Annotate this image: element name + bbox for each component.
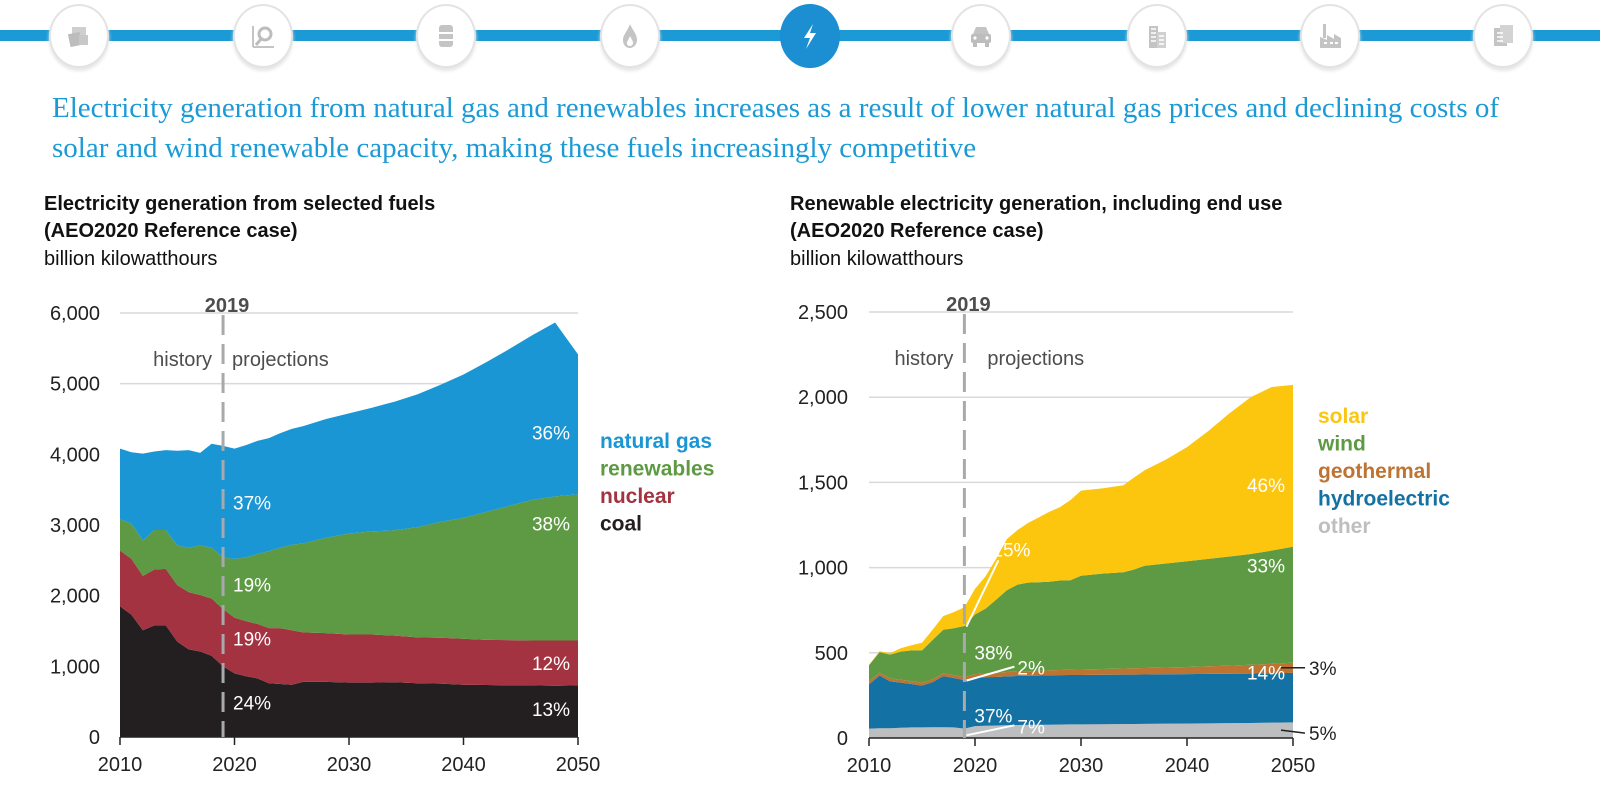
right-chart-units: billion kilowatthours [790, 248, 964, 270]
renewables-chart-area-solar [869, 384, 1293, 666]
fuels-chart-area-natural-gas [120, 322, 578, 559]
flame-icon [623, 24, 637, 48]
renewables-chart-history-label: history [894, 348, 953, 370]
fuels-chart-y-tick-label: 5,000 [50, 374, 100, 396]
renewables-chart-y-tick-label: 500 [815, 643, 848, 665]
nav-button-lightning-bolt[interactable] [780, 4, 840, 68]
page-headline: Electricity generation from natural gas … [52, 92, 1500, 164]
nav-button-flame[interactable] [600, 4, 660, 68]
renewables-chart-share-label-other-2019-callout [966, 724, 1015, 737]
fuels-chart-y-tick-label: 1,000 [50, 656, 100, 678]
renewables-chart-legend-wind: wind [1317, 433, 1366, 456]
lightning-bolt-icon [804, 24, 816, 49]
fuels-chart-area-coal [120, 606, 578, 737]
fuels-chart-y-tick-label: 4,000 [50, 444, 100, 466]
fuels-chart-legend-natural-gas: natural gas [600, 430, 712, 453]
renewables-chart-share-label-solar-2019-callout [965, 559, 1000, 628]
renewables-chart-area-hydroelectric [869, 672, 1293, 729]
topic-navigation [0, 0, 1600, 72]
left-chart-subtitle: (AEO2020 Reference case) [44, 220, 298, 242]
fuels-chart-area-nuclear [120, 550, 578, 686]
renewables-chart-projections-label: projections [987, 348, 1084, 370]
fuels-chart-legend-coal: coal [600, 513, 642, 536]
fuels-chart-y-tick-label: 0 [89, 727, 100, 749]
renewables-chart-x-tick-label: 2050 [1271, 755, 1316, 777]
renewables-chart-y-tick-label: 2,500 [798, 302, 848, 324]
renewables-chart-share-label-geothermal-2050: 3% [1309, 659, 1337, 680]
renewables-chart-y-tick-label: 1,500 [798, 472, 848, 494]
fuels-chart-x-tick-label: 2020 [212, 754, 257, 776]
renewables-chart-share-label-wind-2050: 33% [1247, 557, 1285, 578]
documents-icon [67, 27, 88, 48]
renewables-chart-share-label-hydroelectric-2019: 37% [974, 706, 1012, 727]
renewables-chart-legend-solar: solar [1318, 405, 1368, 428]
left-chart-title-block: Electricity generation from selected fue… [44, 191, 435, 245]
fuels-chart-share-label-nuclear-2050: 12% [532, 654, 570, 675]
magnifier-chart-icon [252, 26, 274, 48]
renewables-chart-share-label-geothermal-2019: 2% [1017, 659, 1045, 680]
renewables-chart-y-tick-label: 1,000 [798, 558, 848, 580]
nav-button-buildings[interactable] [1127, 4, 1187, 68]
fuels-chart-share-label-renewables-2019: 19% [233, 575, 271, 596]
renewables-chart-share-label-other-2050: 5% [1309, 724, 1337, 745]
nav-button-oil-barrel[interactable] [416, 4, 476, 68]
right-chart-title: Renewable electricity generation, includ… [790, 193, 1283, 215]
renewables-chart-y-tick-label: 0 [837, 728, 848, 750]
renewables-chart-x-tick-label: 2010 [847, 755, 892, 777]
fuels-chart-projections-label: projections [232, 349, 329, 371]
renewables-chart-y-tick-label: 2,000 [798, 387, 848, 409]
fuels-chart-legend-nuclear: nuclear [600, 485, 675, 508]
fuels-chart-legend-renewables: renewables [600, 458, 714, 481]
renewables-chart-share-label-geothermal-2019-callout [966, 665, 1015, 682]
fuels-chart-y-tick-label: 2,000 [50, 586, 100, 608]
renewables-chart-legend-geothermal: geothermal [1318, 460, 1431, 483]
nav-button-car[interactable] [951, 4, 1011, 68]
renewables-chart-x-tick-label: 2020 [953, 755, 998, 777]
fuels-chart-y-tick-label: 3,000 [50, 515, 100, 537]
fuels-chart-x-tick-label: 2040 [441, 754, 486, 776]
left-chart-units: billion kilowatthours [44, 248, 218, 270]
renewables-chart-share-label-hydroelectric-2050: 14% [1247, 664, 1285, 685]
renewables-chart-share-label-other-2050-callout [1280, 729, 1306, 734]
renewables-chart-area-geothermal [869, 662, 1293, 686]
nav-button-magnifier-chart[interactable] [233, 4, 293, 68]
fuels-chart-area-renewables [120, 494, 578, 641]
nav-button-report-pages[interactable] [1473, 4, 1533, 68]
fuels-chart-x-tick-label: 2030 [327, 754, 372, 776]
renewables-chart-share-label-solar-2050: 46% [1247, 476, 1285, 497]
fuels-chart-share-label-coal-2050: 13% [532, 700, 570, 721]
car-icon [971, 27, 991, 47]
nav-button-documents[interactable] [49, 4, 109, 68]
renewables-chart-legend-other: other [1318, 515, 1371, 538]
nav-button-factory[interactable] [1300, 4, 1360, 68]
renewables-chart-share-label-other-2019: 7% [1017, 717, 1045, 738]
fuels-chart-share-label-natural-gas-2050: 36% [532, 423, 570, 444]
factory-icon [1320, 24, 1341, 48]
right-chart-title-block: Renewable electricity generation, includ… [790, 191, 1282, 245]
fuels-chart-divider-year: 2019 [205, 295, 250, 317]
renewables-chart-share-label-wind-2019: 38% [974, 644, 1012, 665]
renewables-chart-x-tick-label: 2040 [1165, 755, 1210, 777]
fuels-chart-share-label-coal-2019: 24% [233, 694, 271, 715]
fuels-chart-x-tick-label: 2010 [98, 754, 143, 776]
right-chart-subtitle: (AEO2020 Reference case) [790, 220, 1044, 242]
fuels-chart-y-tick-label: 6,000 [50, 303, 100, 325]
renewables-chart-share-label-solar-2019: 15% [992, 540, 1030, 561]
renewables-chart-area-wind [869, 546, 1293, 683]
fuels-chart-share-label-renewables-2050: 38% [532, 514, 570, 535]
renewables-chart-x-tick-label: 2030 [1059, 755, 1104, 777]
renewables-chart-divider-year: 2019 [946, 294, 991, 316]
fuels-chart-share-label-nuclear-2019: 19% [233, 630, 271, 651]
buildings-icon [1149, 26, 1166, 48]
fuels-chart-history-label: history [153, 349, 212, 371]
fuels-chart-share-label-natural-gas-2019: 37% [233, 494, 271, 515]
oil-barrel-icon [439, 25, 453, 47]
fuels-chart-x-tick-label: 2050 [556, 754, 601, 776]
renewables-chart-legend-hydroelectric: hydroelectric [1318, 488, 1450, 511]
left-chart-title: Electricity generation from selected fue… [44, 193, 436, 215]
report-pages-icon [1494, 25, 1513, 46]
